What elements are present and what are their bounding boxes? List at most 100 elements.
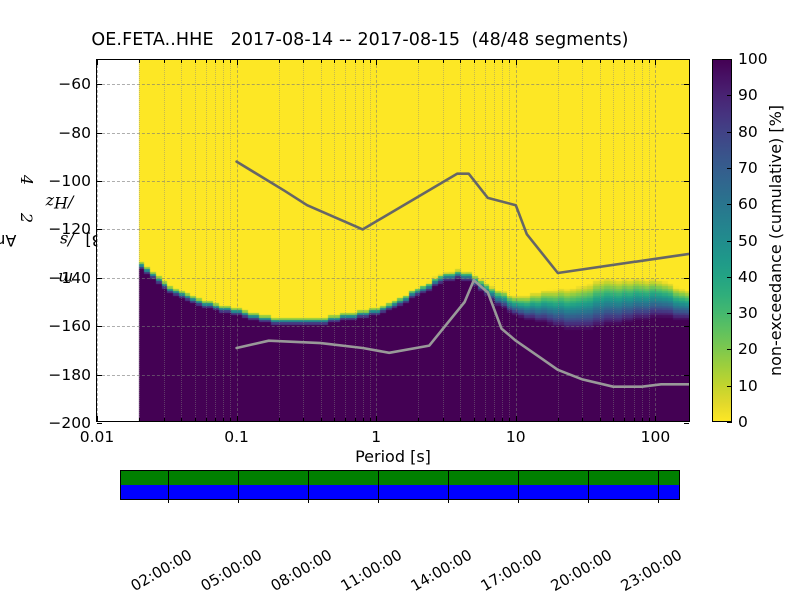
gridline-vertical [97, 60, 98, 421]
x-tick-label: 0.01 [79, 428, 115, 446]
x-tick-mark [613, 418, 615, 421]
colorbar-tick-mark [727, 167, 732, 169]
colorbar-tick-label: 80 [738, 122, 758, 141]
y-tick-label: −140 [48, 268, 91, 287]
gridline-horizontal [97, 181, 689, 182]
colorbar-tick-mark [727, 422, 732, 423]
x-tick-mark [557, 418, 559, 421]
timeline-tick-label: 05:00:00 [197, 545, 265, 595]
x-tick-mark [345, 60, 347, 63]
x-tick-mark [181, 418, 182, 421]
colorbar-tick-label: 30 [738, 304, 758, 323]
x-tick-mark [369, 60, 371, 63]
x-tick-mark [163, 418, 165, 421]
timeline-tick-label: 23:00:00 [617, 545, 685, 595]
colorbar-tick-mark [727, 240, 732, 242]
timeline-divider [307, 471, 309, 499]
colorbar-tick-mark [727, 59, 732, 60]
x-tick-mark [194, 60, 196, 63]
colorbar-label: non-exceedance (cumulative) [%] [763, 59, 789, 422]
x-tick-mark [502, 418, 504, 421]
x-tick-mark [649, 60, 650, 63]
gridline-vertical [418, 60, 420, 421]
x-tick-mark [442, 60, 444, 63]
gridline-vertical [624, 60, 626, 421]
x-tick-mark [655, 416, 657, 421]
x-tick-mark [502, 60, 504, 63]
x-tick-mark [223, 418, 225, 421]
x-tick-mark [303, 60, 305, 63]
y-tick-mark [97, 84, 102, 86]
high-noise-model-line [235, 160, 689, 275]
gridline-vertical [641, 60, 643, 421]
x-tick-mark [215, 418, 216, 421]
plot-clip [97, 60, 689, 421]
colorbar-tick-mark [727, 276, 732, 278]
x-tick-mark [303, 418, 305, 421]
x-tick-mark [362, 60, 364, 63]
gridline-horizontal [97, 277, 689, 279]
timeline-divider [377, 471, 379, 499]
x-tick-mark [139, 60, 140, 63]
gridline-vertical [557, 60, 559, 421]
colorbar-wrap: 100 90 80 70 60 50 40 30 20 10 0 [712, 50, 768, 431]
gridline-vertical [473, 60, 475, 421]
colorbar-tick-mark [727, 385, 732, 387]
x-tick-mark [320, 60, 322, 63]
gridline-vertical [376, 60, 378, 421]
y-tick-mark [97, 132, 102, 134]
colorbar-tick-label: 0 [738, 413, 748, 431]
timeline-divider [447, 471, 449, 499]
x-tick-mark [649, 418, 650, 421]
timeline-divider [517, 471, 519, 499]
colorbar-tick-label: 90 [738, 86, 758, 105]
x-tick-label: 1 [371, 428, 382, 446]
x-tick-label: 10 [505, 428, 526, 446]
y-tick-mark [97, 326, 102, 328]
gridline-horizontal [97, 326, 689, 328]
x-tick-mark [362, 418, 364, 421]
colorbar-label-text: non-exceedance (cumulative) [%] [766, 104, 786, 377]
gridline-vertical [494, 60, 496, 421]
timeline-tick-mark [307, 499, 309, 503]
x-tick-mark [418, 418, 420, 421]
gridline-horizontal [97, 229, 689, 231]
gridline-vertical [502, 60, 504, 421]
x-tick-mark [633, 60, 635, 63]
x-tick-mark [460, 60, 462, 63]
gridline-vertical [303, 60, 305, 421]
colorbar-tick-label: 100 [738, 50, 768, 68]
x-tick-mark [582, 418, 584, 421]
x-tick-mark [97, 416, 98, 421]
x-tick-mark [205, 418, 207, 421]
x-tick-mark [613, 60, 615, 63]
gridline-vertical [354, 60, 356, 421]
gridline-vertical [181, 60, 182, 421]
ppsd-plot-area: −60 −80 −100 −120 −140 −160 −180 −200 0.01 0.1 1 10… [48, 59, 690, 446]
x-tick-mark [223, 60, 225, 63]
x-tick-mark [515, 416, 517, 421]
y-tick-mark [684, 277, 689, 279]
gridline-horizontal [97, 132, 689, 134]
noise-model-curves [235, 160, 689, 388]
timeline-tick-label: 02:00:00 [127, 545, 195, 595]
x-tick-mark [97, 60, 98, 65]
colorbar-tick-label: 70 [738, 158, 758, 177]
gridline-vertical [599, 60, 601, 421]
x-tick-mark [509, 60, 511, 63]
colorbar-tick-label: 60 [738, 195, 758, 214]
gridline-vertical [649, 60, 650, 421]
y-tick-label: −160 [48, 317, 91, 336]
timeline-tick-label: 17:00:00 [477, 545, 545, 595]
x-tick-mark [641, 60, 643, 63]
x-tick-mark [354, 418, 356, 421]
x-tick-mark [320, 418, 322, 421]
gridline-vertical [484, 60, 486, 421]
gridline-vertical [139, 60, 140, 421]
timeline-tick-label: 08:00:00 [267, 545, 335, 595]
x-tick-mark [278, 60, 280, 63]
gridline-vertical [215, 60, 216, 421]
colorbar-tick-mark [727, 204, 732, 206]
gridline-vertical [633, 60, 635, 421]
